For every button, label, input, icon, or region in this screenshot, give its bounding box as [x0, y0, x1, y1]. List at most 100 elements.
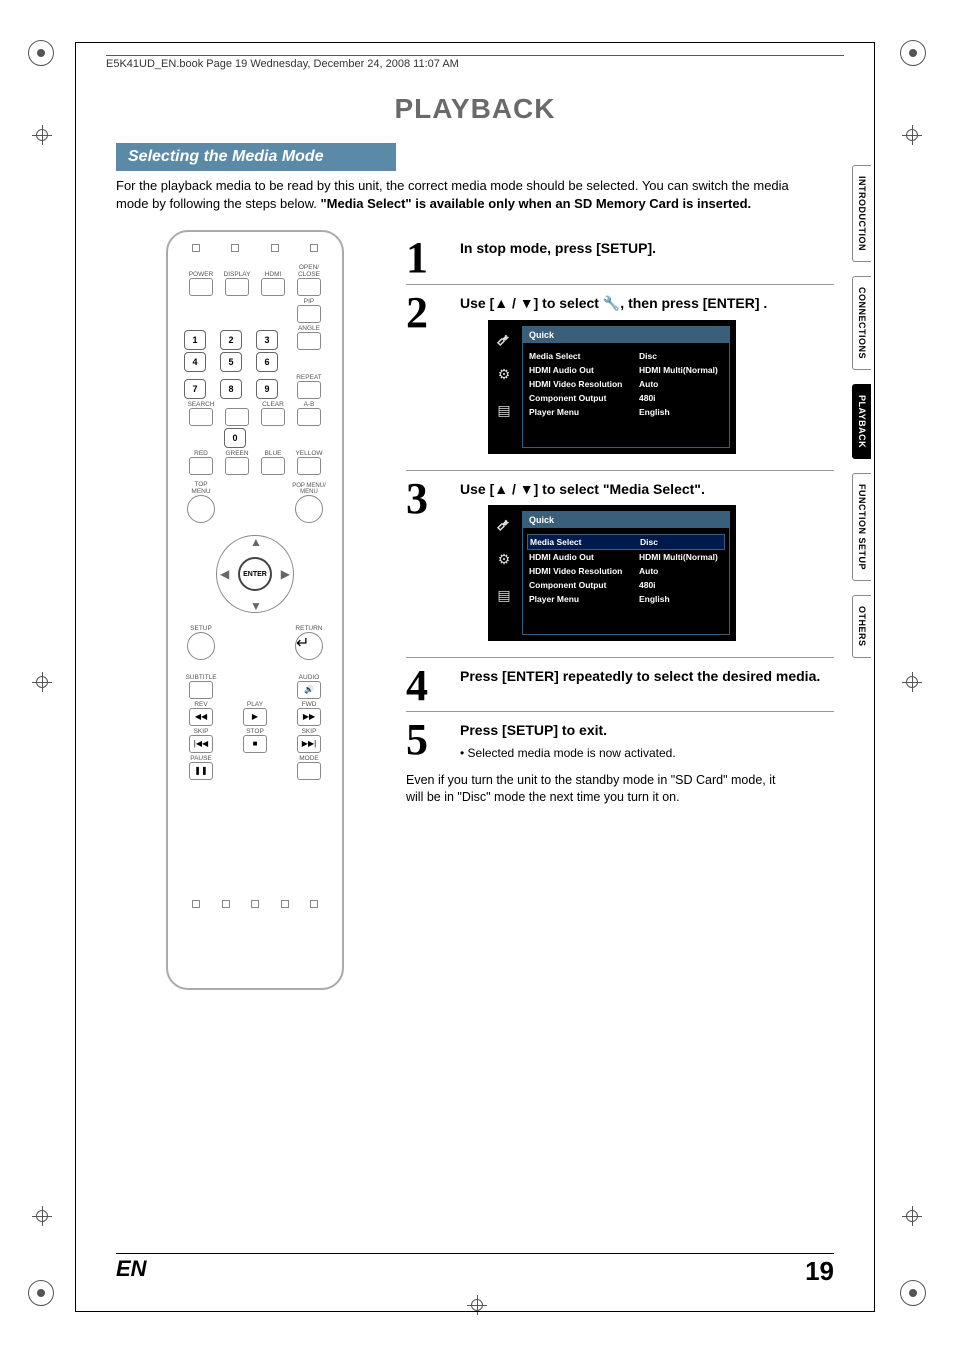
- registration-mark: [32, 1206, 52, 1226]
- remote-label: SETUP: [190, 625, 212, 632]
- remote-label: PAUSE: [190, 755, 212, 762]
- osd-row: Media SelectDisc: [527, 534, 725, 550]
- remote-button: 4: [184, 352, 206, 372]
- header-rule: [106, 55, 844, 56]
- remote-button: ■: [243, 735, 267, 753]
- osd-row: Player MenuEnglish: [527, 405, 725, 419]
- side-tab: PLAYBACK: [852, 384, 871, 459]
- step-text: In stop mode, press [SETUP].: [460, 240, 834, 256]
- remote-label: SUBTITLE: [185, 674, 216, 681]
- remote-label: ANGLE: [298, 325, 320, 332]
- remote-button: ▶▶|: [297, 735, 321, 753]
- registration-mark: [902, 125, 922, 145]
- instruction-step: 4Press [ENTER] repeatedly to select the …: [406, 657, 834, 706]
- side-tab: CONNECTIONS: [852, 276, 871, 370]
- page-footer: EN 19: [116, 1253, 834, 1287]
- remote-button: 1: [184, 330, 206, 350]
- registration-mark: [902, 672, 922, 692]
- remote-label: SKIP: [302, 728, 317, 735]
- wrench-icon: [494, 515, 514, 535]
- section-heading: Selecting the Media Mode: [116, 143, 396, 171]
- osd-screenshot: ⚙ ▤ Quick Media SelectDiscHDMI Audio Out…: [488, 320, 736, 454]
- step-text: Press [ENTER] repeatedly to select the d…: [460, 668, 834, 684]
- header-book-info: E5K41UD_EN.book Page 19 Wednesday, Decem…: [106, 58, 459, 70]
- remote-button: [225, 278, 249, 296]
- crop-mark: [900, 40, 926, 71]
- osd-header: Quick: [523, 512, 729, 528]
- remote-button: 3: [256, 330, 278, 350]
- intro-bold: "Media Select" is available only when an…: [321, 196, 752, 211]
- remote-label: A-B: [304, 401, 315, 408]
- step-number: 2: [406, 293, 460, 464]
- remote-label: POP MENU/ MENU: [292, 483, 326, 495]
- step-number: 5: [406, 720, 460, 760]
- remote-label: FWD: [302, 701, 317, 708]
- osd-row: HDMI Audio OutHDMI Multi(Normal): [527, 550, 725, 564]
- remote-button: 0: [224, 428, 246, 448]
- wrench-icon: [494, 330, 514, 350]
- sd-icon: ▤: [494, 587, 514, 607]
- osd-row: Player MenuEnglish: [527, 592, 725, 606]
- remote-label: REPEAT: [296, 374, 322, 381]
- osd-row: Media SelectDisc: [527, 349, 725, 363]
- step-text: Use [▲ / ▼] to select "Media Select".: [460, 481, 834, 497]
- sliders-icon: ⚙: [494, 366, 514, 386]
- remote-button: ▶▶: [297, 708, 321, 726]
- remote-control-diagram: POWERDISPLAYHDMIOPEN/ CLOSE PIP 123ANGLE…: [166, 230, 344, 990]
- remote-button: 7: [184, 379, 206, 399]
- remote-button: 2: [220, 330, 242, 350]
- page-title: PLAYBACK: [76, 93, 874, 125]
- step-number: 1: [406, 238, 460, 278]
- remote-label: SEARCH: [187, 401, 214, 408]
- remote-button: [225, 408, 249, 426]
- step-text: Press [SETUP] to exit.: [460, 722, 834, 738]
- remote-label: DISPLAY: [224, 271, 251, 278]
- remote-nav-pad: ENTER ▲ ▼ ◀ ▶: [210, 529, 300, 619]
- remote-button: [261, 408, 285, 426]
- registration-mark: [32, 672, 52, 692]
- remote-button: 6: [256, 352, 278, 372]
- remote-button: [261, 457, 285, 475]
- remote-button: [189, 278, 213, 296]
- remote-label: GREEN: [225, 450, 248, 457]
- side-tab: INTRODUCTION: [852, 165, 871, 262]
- remote-button: [261, 278, 285, 296]
- remote-button: 8: [220, 379, 242, 399]
- instruction-step: 5Press [SETUP] to exit.• Selected media …: [406, 711, 834, 760]
- remote-label: OPEN/ CLOSE: [292, 264, 326, 278]
- remote-button: [189, 457, 213, 475]
- instruction-step: 3Use [▲ / ▼] to select "Media Select". ⚙…: [406, 470, 834, 651]
- remote-label: AUDIO: [299, 674, 320, 681]
- side-tab: FUNCTION SETUP: [852, 473, 871, 581]
- footnote-text: Even if you turn the unit to the standby…: [406, 772, 794, 806]
- side-tab: OTHERS: [852, 595, 871, 658]
- remote-button: |◀◀: [189, 735, 213, 753]
- remote-label: SKIP: [194, 728, 209, 735]
- osd-row: HDMI Video ResolutionAuto: [527, 564, 725, 578]
- remote-button: [225, 457, 249, 475]
- registration-mark: [902, 1206, 922, 1226]
- remote-button: [297, 408, 321, 426]
- crop-mark: [900, 1280, 926, 1311]
- sliders-icon: ⚙: [494, 551, 514, 571]
- footer-language: EN: [116, 1256, 147, 1287]
- remote-button: 5: [220, 352, 242, 372]
- instruction-step: 1In stop mode, press [SETUP].: [406, 230, 834, 278]
- remote-label: RED: [194, 450, 208, 457]
- remote-label: YELLOW: [295, 450, 322, 457]
- remote-label: STOP: [246, 728, 264, 735]
- remote-label: TOP MENU: [184, 481, 218, 495]
- remote-button: [189, 408, 213, 426]
- crop-mark: [28, 40, 54, 71]
- page-frame: E5K41UD_EN.book Page 19 Wednesday, Decem…: [75, 42, 875, 1312]
- step-number: 3: [406, 479, 460, 651]
- remote-label: CLEAR: [262, 401, 284, 408]
- remote-label: PIP: [304, 298, 314, 305]
- remote-button: ◀◀: [189, 708, 213, 726]
- remote-button: 9: [256, 379, 278, 399]
- remote-enter-button: ENTER: [238, 557, 272, 591]
- intro-paragraph: For the playback media to be read by thi…: [116, 177, 814, 212]
- osd-header: Quick: [523, 327, 729, 343]
- remote-label: RETURN: [295, 625, 322, 632]
- osd-row: HDMI Video ResolutionAuto: [527, 377, 725, 391]
